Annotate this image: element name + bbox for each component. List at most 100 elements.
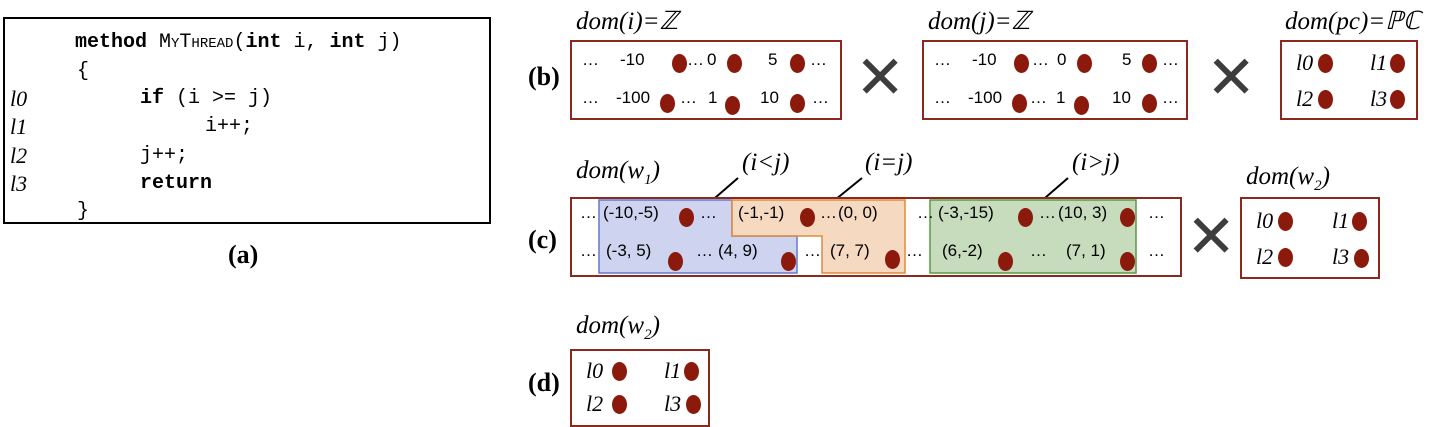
value-dot <box>1014 54 1029 73</box>
cross-product-icon: ✕ <box>1186 202 1237 272</box>
pair-text: (-1,-1) <box>738 203 785 222</box>
dom-pc-box: l0 l1 l2 l3 <box>1280 40 1418 120</box>
value-dot <box>725 96 740 115</box>
pc-dot <box>612 395 627 414</box>
pc-dot <box>612 362 627 381</box>
cross-product-icon: ✕ <box>1206 43 1257 113</box>
ellipsis: … <box>906 241 923 260</box>
pc-label-l1: l1 <box>664 358 682 383</box>
value-text: 5 <box>1122 50 1132 69</box>
dom-pc-label: dom(pc)=ℙℂ <box>1285 8 1421 35</box>
value-text: 0 <box>707 50 717 69</box>
pair-text: (7, 7) <box>830 241 870 260</box>
ellipsis: … <box>1039 203 1056 222</box>
pc-dot <box>1390 90 1405 109</box>
ellipsis: … <box>582 88 599 107</box>
ellipsis: … <box>582 50 599 69</box>
pair-dot <box>668 252 683 271</box>
pc-label-l0: l0 <box>586 358 604 383</box>
condition-i-gt-j: (i>j) <box>1072 149 1120 176</box>
value-text: 1 <box>1056 88 1066 107</box>
dom-i-label: dom(i)=ℤ <box>576 8 679 35</box>
pair-text: (6,-2) <box>942 241 983 260</box>
ellipsis: … <box>680 88 697 107</box>
pc-label-l0: l0 <box>1296 50 1314 75</box>
pc-label-l2: l2 <box>1296 86 1314 111</box>
ellipsis: … <box>580 203 597 222</box>
value-dot <box>790 54 805 73</box>
pc-label-l3: l3 <box>664 391 682 416</box>
ellipsis: … <box>934 50 951 69</box>
ellipsis: … <box>812 88 829 107</box>
value-text: -10 <box>620 50 645 69</box>
label-l3: l3 <box>10 171 28 196</box>
pc-dot <box>686 395 701 414</box>
pc-dot <box>1318 90 1333 109</box>
label-l1: l1 <box>10 114 28 139</box>
pair-dot <box>679 208 694 227</box>
pair-dot <box>781 252 796 271</box>
pc-label-l3: l3 <box>1332 244 1350 269</box>
value-text: 10 <box>1112 88 1131 107</box>
pair-text: (-3,-15) <box>938 203 994 222</box>
pc-dot <box>1354 249 1369 268</box>
pair-dot <box>998 252 1013 271</box>
ellipsis: … <box>687 50 704 69</box>
pair-text: (7, 1) <box>1066 241 1106 260</box>
panel-label-c: (c) <box>528 225 557 254</box>
pc-label-l0: l0 <box>1256 208 1274 233</box>
ellipsis: … <box>1162 88 1179 107</box>
pc-label-l1: l1 <box>1332 208 1350 233</box>
dom-w2-box-d: l0 l1 l2 l3 <box>570 349 710 427</box>
pc-label-l3: l3 <box>1370 86 1388 111</box>
ellipsis: … <box>1030 241 1047 260</box>
brace-close: } <box>77 200 90 223</box>
region-i-eq-j <box>731 199 906 274</box>
dom-w2-label-d: dom(w2) <box>576 312 660 343</box>
dom-i-box: … -10 … 0 5 … … -100 … 1 10 … <box>570 40 842 120</box>
pair-dot <box>800 208 815 227</box>
region-i-gt-j <box>929 199 1137 274</box>
pair-dot <box>1120 208 1135 227</box>
ellipsis: … <box>1032 50 1049 69</box>
dom-j-label: dom(j)=ℤ <box>928 8 1031 35</box>
pc-dot <box>1352 212 1367 231</box>
condition-i-eq-j: (i=j) <box>865 149 913 176</box>
pc-dot <box>1390 54 1405 73</box>
value-dot <box>672 54 687 73</box>
brace-open: { <box>77 60 90 83</box>
dom-w2-box: l0 l1 l2 l3 <box>1240 197 1380 279</box>
value-dot <box>1074 96 1089 115</box>
pc-label-l2: l2 <box>586 391 604 416</box>
value-dot <box>727 54 742 73</box>
pair-text: (4, 9) <box>718 241 758 260</box>
value-dot <box>1142 94 1157 113</box>
dom-w2-label: dom(w2) <box>1246 163 1330 194</box>
pc-dot <box>1318 54 1333 73</box>
value-text: 5 <box>768 50 778 69</box>
label-l2: l2 <box>10 143 28 168</box>
pc-label-l1: l1 <box>1370 50 1388 75</box>
pair-dot <box>1120 252 1135 271</box>
ellipsis: … <box>934 88 951 107</box>
value-dot <box>1142 54 1157 73</box>
value-text: 0 <box>1057 50 1067 69</box>
pc-dot <box>1278 248 1293 267</box>
pc-dot <box>1278 212 1293 231</box>
pair-text: (10, 3) <box>1058 203 1108 222</box>
value-dot <box>1077 54 1092 73</box>
condition-i-lt-j: (i<j) <box>742 149 790 176</box>
pair-text: (-10,-5) <box>603 203 659 222</box>
return-line: return <box>140 172 213 195</box>
method-signature: method MyThread(int i, int j) <box>75 31 402 54</box>
ellipsis: … <box>810 50 827 69</box>
pc-dot <box>684 362 699 381</box>
cross-product-icon: ✕ <box>855 43 906 113</box>
inc-i-line: i++; <box>205 115 254 138</box>
pair-text: (-3, 5) <box>606 241 652 260</box>
label-l0: l0 <box>10 86 28 111</box>
ellipsis: … <box>1030 88 1047 107</box>
value-text: 10 <box>760 88 779 107</box>
panel-label-a: (a) <box>228 240 259 269</box>
pc-label-l2: l2 <box>1256 244 1274 269</box>
